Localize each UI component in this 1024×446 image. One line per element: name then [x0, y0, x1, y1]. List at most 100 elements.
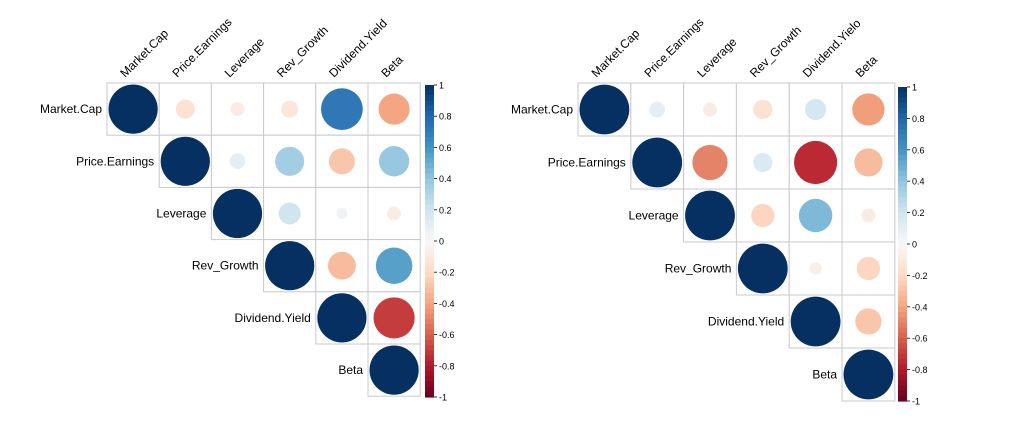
colorbar-segment: [898, 338, 907, 345]
grid-cell: [788, 188, 843, 243]
correlation-circle: [160, 136, 210, 186]
correlation-circle: [702, 102, 718, 117]
colorbar-tick-label: 0.8: [912, 114, 925, 124]
grid-cell: [735, 135, 790, 190]
colorbar-segment: [425, 225, 434, 232]
colorbar-segment: [898, 244, 907, 250]
grid-cell: [841, 294, 896, 349]
correlation-circle: [375, 247, 413, 284]
correlation-circle: [685, 190, 735, 241]
colorbar-segment: [425, 111, 434, 117]
colorbar-segment: [898, 128, 907, 135]
colorbar-segment: [425, 163, 434, 169]
correlation-circle: [798, 198, 833, 233]
row-label: Leverage: [629, 209, 679, 223]
colorbar-segment: [898, 212, 907, 219]
colorbar-segment: [425, 209, 434, 216]
colorbar-segment: [425, 168, 434, 174]
colorbar-segment: [425, 324, 434, 330]
colorbar-segment: [425, 381, 434, 388]
colorbar-segment: [425, 173, 434, 180]
colorbar-segment: [898, 374, 907, 381]
colorbar-tick-label: -0.6: [439, 330, 455, 340]
colorbar-segment: [425, 246, 434, 252]
correlation-circle: [852, 93, 885, 126]
colorbar-segment: [425, 85, 434, 91]
colorbar-segment: [898, 102, 907, 109]
correlation-circle: [230, 102, 245, 117]
colorbar-segment: [898, 385, 907, 392]
colorbar-tick-label: -0.2: [912, 271, 928, 281]
colorbar-segment: [898, 395, 907, 402]
colorbar-segment: [425, 183, 434, 190]
colorbar-segment: [425, 251, 434, 258]
colorbar-segment: [425, 313, 434, 320]
colorbar-segment: [898, 280, 907, 287]
colorbar-segment: [898, 155, 907, 161]
correlation-circle: [794, 140, 838, 185]
colorbar-tick-label: -0.8: [912, 365, 928, 375]
colorbar-segment: [898, 312, 907, 318]
column-label: Beta: [853, 53, 881, 81]
colorbar-tick-label: -0.6: [912, 334, 928, 344]
colorbar-segment: [898, 186, 907, 193]
colorbar-tick-label: -0.4: [439, 299, 455, 309]
colorbar-segment: [898, 270, 907, 276]
column-label: Rev_Growth: [274, 23, 331, 80]
colorbar-segment: [898, 343, 907, 350]
colorbar-segment: [425, 230, 434, 237]
colorbar-segment: [425, 334, 434, 341]
correlation-circle: [278, 202, 301, 225]
colorbar-segment: [425, 204, 434, 211]
colorbar-segment: [425, 345, 434, 351]
colorbar-segment: [898, 259, 907, 266]
colorbar-tick-label: 1: [439, 81, 444, 91]
correlation-circle: [321, 88, 363, 130]
colorbar-segment: [898, 264, 907, 271]
colorbar-segment: [425, 287, 434, 294]
colorbar-tick-label: 0: [439, 237, 444, 247]
row-label: Beta: [812, 368, 837, 382]
colorbar-segment: [898, 275, 907, 282]
correlation-circle: [805, 98, 827, 121]
colorbar-segment: [898, 369, 907, 376]
colorbar-segment: [898, 301, 907, 308]
colorbar-segment: [898, 97, 907, 104]
colorbar-segment: [898, 87, 907, 93]
correlation-circle: [327, 251, 356, 280]
colorbar-segment: [898, 348, 907, 355]
colorbar-segment: [425, 339, 434, 346]
colorbar-tick-label: 0.2: [439, 205, 452, 215]
correlation-circle: [753, 99, 773, 120]
row-label: Price.Earnings: [76, 154, 154, 168]
colorbar-segment: [425, 189, 434, 195]
colorbar-tick-label: -1: [912, 397, 920, 407]
colorbar-segment: [425, 90, 434, 96]
colorbar-tick-label: 0.2: [912, 208, 925, 218]
colorbar-segment: [425, 178, 434, 185]
colorbar-segment: [898, 332, 907, 339]
colorbar-segment: [898, 306, 907, 313]
correlation-circle: [369, 345, 419, 395]
colorbar-segment: [898, 254, 907, 261]
colorbar-segment: [898, 113, 907, 119]
row-label: Beta: [338, 363, 363, 377]
correlation-circle: [751, 203, 775, 228]
colorbar-segment: [898, 291, 907, 297]
correlation-circle: [378, 146, 410, 177]
colorbar-segment: [425, 303, 434, 310]
correlation-circle: [175, 99, 195, 119]
colorbar: 1 0.8 0.6 0.4 0.2 0 -0.2 -0.4 -0.6 -0.8 -1: [425, 81, 455, 403]
colorbar-tick-label: -1: [439, 393, 447, 403]
colorbar-tick-label: 0.6: [439, 143, 452, 153]
correlation-circle: [336, 207, 348, 220]
row-label: Price.Earnings: [548, 156, 626, 170]
correlation-circle: [692, 144, 728, 181]
correlation-circle: [373, 297, 415, 339]
correlation-circle: [387, 206, 402, 221]
colorbar: 1 0.8 0.6 0.4 0.2 0 -0.2 -0.4 -0.6 -0.8 -1: [898, 83, 928, 407]
colorbar-segment: [898, 285, 907, 292]
colorbar-segment: [425, 293, 434, 299]
